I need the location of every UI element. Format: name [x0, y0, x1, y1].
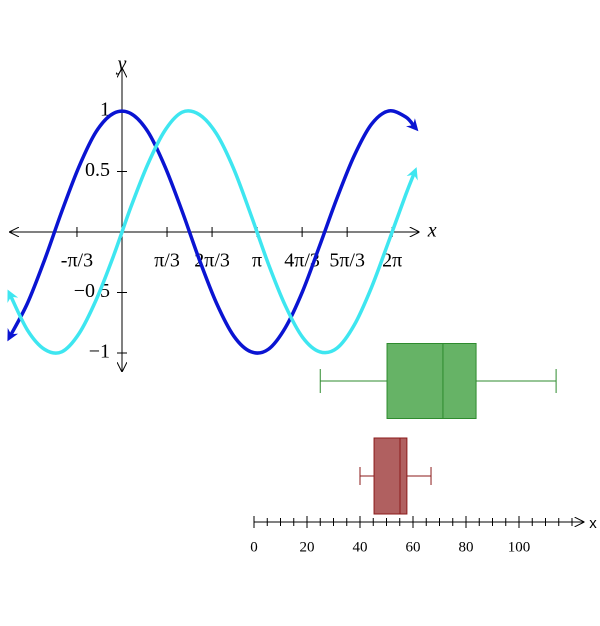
x-tick-label: 100 [508, 539, 531, 555]
x-axis-label: x [427, 220, 437, 242]
x-tick-label: π/3 [154, 250, 180, 272]
x-axis-label: x [589, 515, 597, 532]
x-tick-label: -π/3 [61, 250, 93, 272]
y-tick-label: 0.5 [85, 159, 110, 181]
box [386, 343, 477, 419]
x-tick-label: 0 [250, 539, 258, 555]
x-tick-label: 80 [459, 539, 474, 555]
x-tick-label: 40 [353, 539, 368, 555]
curve [7, 109, 419, 355]
x-tick-label: 60 [406, 539, 421, 555]
y-tick-label: −1 [89, 341, 110, 363]
x-tick-label: π [252, 250, 262, 272]
y-tick-label: 1 [100, 99, 110, 121]
x-tick-label: 20 [300, 539, 315, 555]
box [373, 437, 408, 515]
y-axis-label: y [116, 53, 127, 75]
x-tick-label: 5π/3 [329, 250, 365, 272]
curve [7, 109, 418, 355]
